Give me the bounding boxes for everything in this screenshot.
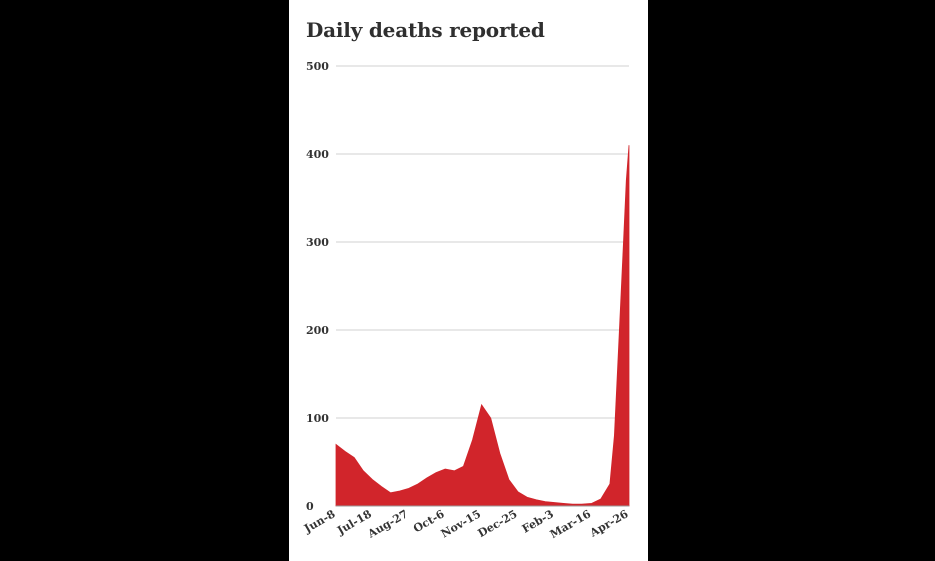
- y-tick-label: 300: [306, 236, 329, 249]
- y-tick-label: 200: [306, 324, 329, 337]
- y-tick-label: 400: [306, 148, 329, 161]
- y-tick-label: 500: [306, 60, 329, 73]
- x-tick-label: Apr-26: [587, 507, 631, 540]
- y-tick-label: 0: [306, 500, 314, 513]
- x-tick-label: Aug-27: [365, 507, 411, 541]
- chart-panel: Daily deaths reported 0 100 200 300 400 500 Ju…: [289, 0, 648, 561]
- x-tick-label: Mar-16: [548, 507, 594, 541]
- x-tick-label: Dec-25: [476, 507, 520, 540]
- chart-title: Daily deaths reported: [306, 18, 545, 42]
- y-tick-label: 100: [306, 412, 329, 425]
- deaths-area: [335, 145, 630, 507]
- x-tick-label: Nov-15: [439, 507, 483, 540]
